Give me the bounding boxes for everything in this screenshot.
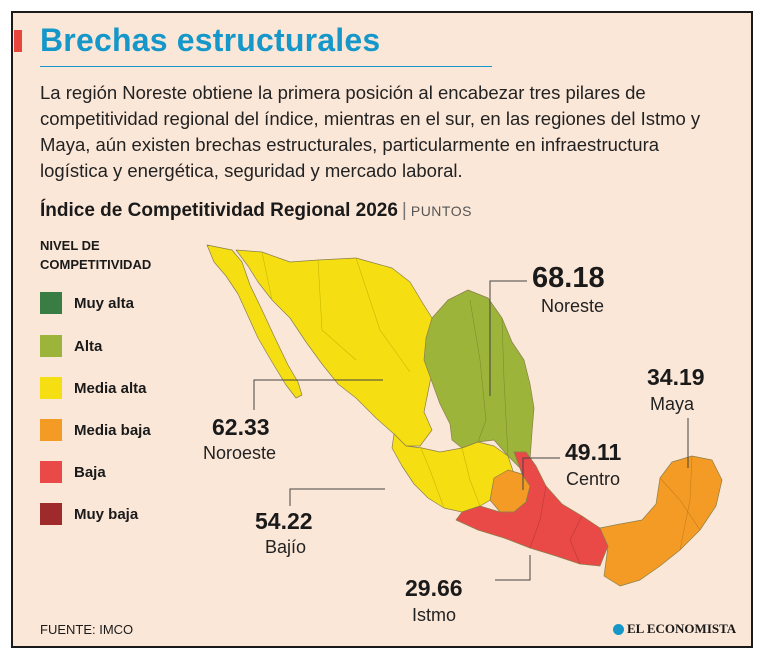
legend-label: Media alta (74, 379, 147, 397)
map-region-noroeste (235, 249, 447, 447)
legend-item-muy-baja: Muy baja (40, 503, 138, 525)
region-name-bajio: Bajío (265, 537, 307, 557)
leader-line-bajio (289, 488, 385, 506)
region-value-noroeste: 62.33 (212, 414, 270, 440)
brand-logo: EL ECONOMISTA (613, 621, 736, 637)
region-value-noreste: 68.18 (532, 262, 605, 294)
chart-unit: PUNTOS (410, 203, 472, 219)
state-border (569, 515, 583, 565)
legend-swatch (40, 335, 62, 357)
region-value-maya: 34.19 (647, 364, 705, 390)
state-border (419, 445, 445, 509)
leader-line-noreste (489, 280, 527, 396)
legend-swatch (40, 461, 62, 483)
legend-item-muy-alta: Muy alta (40, 292, 134, 314)
page-title: Brechas estructurales (40, 22, 381, 58)
legend-title-line2: COMPETITIVIDAD (40, 257, 152, 272)
intro-paragraph: La región Noreste obtiene la primera pos… (40, 82, 701, 181)
legend-swatch (40, 292, 62, 314)
state-border (261, 251, 273, 301)
state-border (501, 317, 509, 457)
map-region-baja-california (206, 244, 303, 399)
state-border (469, 299, 487, 443)
legend-item-media-baja: Media baja (40, 419, 151, 441)
title-separator: | (401, 200, 407, 221)
title-underline (40, 66, 492, 67)
state-border (317, 259, 357, 361)
chart-title: Índice de Competitividad Regional 2026 | P… (40, 200, 472, 222)
leader-line-noroeste (253, 379, 383, 410)
legend-label: Alta (74, 337, 103, 355)
region-name-centro: Centro (566, 469, 621, 489)
state-border (529, 485, 547, 549)
region-value-istmo: 29.66 (405, 575, 463, 601)
source-note: FUENTE: IMCO (40, 622, 134, 637)
legend-label: Muy alta (74, 294, 135, 312)
title-accent-bar (14, 30, 22, 52)
region-name-noreste: Noreste (541, 296, 605, 316)
legend-title: NIVEL DE COMPETITIVIDAD (40, 236, 170, 274)
legend-label: Media baja (74, 421, 151, 439)
state-border (679, 455, 693, 551)
map-region-noreste (423, 289, 535, 469)
region-name-maya: Maya (650, 394, 695, 414)
region-name-noroeste: Noroeste (203, 443, 277, 463)
legend-swatch (40, 377, 62, 399)
brand-name: EL ECONOMISTA (627, 621, 737, 636)
legend-item-media-alta: Media alta (40, 377, 147, 399)
region-value-bajio: 54.22 (255, 508, 313, 534)
region-value-centro: 49.11 (565, 439, 622, 465)
legend-item-alta: Alta (40, 335, 102, 357)
chart-title-text: Índice de Competitividad Regional 2026 (40, 200, 398, 221)
state-border (461, 447, 481, 507)
legend-item-baja: Baja (40, 461, 106, 483)
brand-mark-icon (613, 623, 624, 635)
state-border (355, 257, 411, 373)
leader-line-istmo (495, 555, 531, 581)
legend-title-line1: NIVEL DE (40, 238, 100, 253)
leader-line-centro (522, 457, 560, 490)
state-border (659, 477, 701, 531)
region-name-istmo: Istmo (412, 605, 457, 625)
legend-label: Baja (74, 463, 106, 481)
legend-label: Muy baja (74, 505, 139, 523)
legend-swatch (40, 503, 62, 525)
map-region-maya (599, 455, 723, 587)
legend-swatch (40, 419, 62, 441)
